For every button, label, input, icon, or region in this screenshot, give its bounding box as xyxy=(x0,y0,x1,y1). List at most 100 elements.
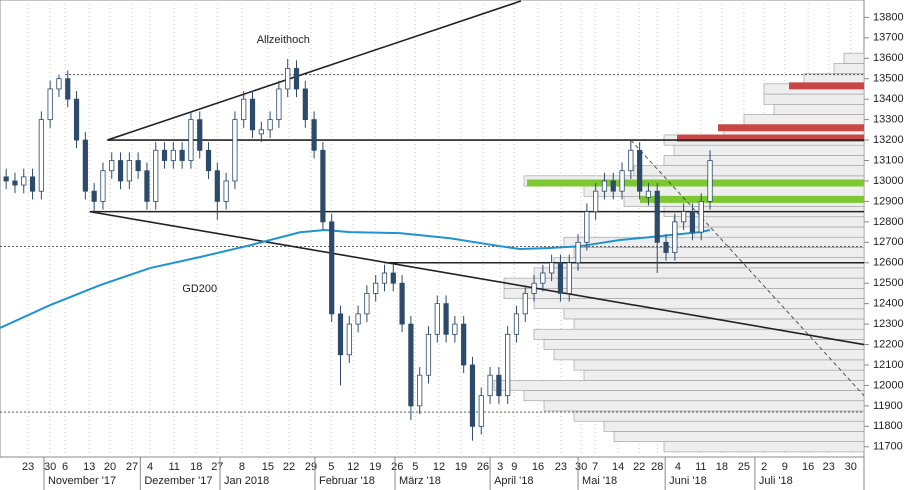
highlight-zone xyxy=(527,179,864,187)
x-tick-label: 5 xyxy=(328,461,334,473)
candle-body xyxy=(73,98,80,141)
x-tick-label: 8 xyxy=(239,461,245,473)
highlight-zone xyxy=(677,134,864,142)
candle-body xyxy=(381,272,388,284)
x-tick-label: 2 xyxy=(761,461,767,473)
x-tick-label: 22 xyxy=(283,461,295,473)
x-tick-label: 23 xyxy=(555,461,567,473)
candle-body xyxy=(698,201,704,233)
month-label: Dezember '17 xyxy=(144,475,212,487)
volume-profile-bar xyxy=(693,226,865,238)
candle-body xyxy=(197,119,203,151)
candle-body xyxy=(469,364,476,427)
candle-body xyxy=(126,160,132,182)
y-tick-label: 12100 xyxy=(873,359,904,371)
candle-body xyxy=(399,282,405,325)
x-tick-label: 25 xyxy=(738,461,750,473)
x-tick-label: 18 xyxy=(190,461,202,473)
candle-body xyxy=(461,323,467,366)
x-tick-label: 9 xyxy=(782,461,788,473)
x-tick-label: 29 xyxy=(305,461,317,473)
volume-profile-bar xyxy=(603,420,865,432)
volume-profile-bar xyxy=(663,155,865,166)
volume-profile-bar xyxy=(573,318,865,330)
x-tick-label: 22 xyxy=(633,461,645,473)
y-tick-label: 12200 xyxy=(873,338,904,350)
volume-profile-bar xyxy=(523,390,865,402)
y-tick-label: 11900 xyxy=(873,400,903,412)
annotation: Allzeithoch xyxy=(257,34,310,46)
candle-body xyxy=(232,119,238,182)
x-tick-label: 15 xyxy=(262,461,274,473)
candle-body xyxy=(390,272,396,284)
y-tick-label: 12000 xyxy=(873,379,904,391)
volume-profile-bar xyxy=(663,441,865,453)
volume-profile-bar xyxy=(563,308,865,320)
candle-body xyxy=(522,293,528,315)
candle-body xyxy=(285,68,291,90)
y-tick-label: 13400 xyxy=(873,93,904,105)
x-tick-label: 9 xyxy=(511,461,517,473)
candle-body xyxy=(293,68,300,90)
x-tick-label: 13 xyxy=(83,461,95,473)
candle-body xyxy=(593,190,599,213)
y-tick-label: 13500 xyxy=(873,73,904,85)
month-label: Juni '18 xyxy=(669,475,707,487)
moving-average-line xyxy=(0,229,711,329)
candle-body xyxy=(12,180,18,186)
x-tick-label: 18 xyxy=(716,461,728,473)
candle-body xyxy=(505,333,511,397)
candle-body xyxy=(337,313,344,356)
candle-body xyxy=(223,180,229,202)
candle-body xyxy=(267,119,273,131)
volume-profile-bar xyxy=(543,400,865,412)
volume-profile-bar xyxy=(763,93,865,105)
x-tick-label: 11 xyxy=(695,461,706,473)
candle-body xyxy=(373,282,379,294)
candle-body xyxy=(188,119,194,161)
x-tick-label: 27 xyxy=(211,461,223,473)
candle-body xyxy=(241,98,247,121)
candle-body xyxy=(205,149,212,172)
candle-body xyxy=(601,180,608,192)
trend-line xyxy=(107,0,522,141)
x-tick-label: 30 xyxy=(845,461,857,473)
candle-body xyxy=(434,303,440,335)
candle-body xyxy=(575,241,581,264)
volume-profile-bar xyxy=(743,114,865,126)
candle-body xyxy=(663,241,669,253)
x-tick-label: 3 xyxy=(497,461,503,473)
candle-body xyxy=(566,262,572,294)
highlight-zone xyxy=(789,82,864,90)
x-tick-label: 23 xyxy=(22,461,34,473)
volume-profile-bar xyxy=(533,267,865,279)
candle-body xyxy=(531,282,537,294)
volume-profile-bar xyxy=(613,431,865,442)
highlight-zone xyxy=(718,124,864,132)
candle-body xyxy=(355,313,361,325)
candle-body xyxy=(549,262,555,274)
y-tick-label: 13300 xyxy=(873,114,904,126)
candle-body xyxy=(214,170,220,202)
volume-profile-bar xyxy=(493,380,865,391)
x-tick-label: 27 xyxy=(126,461,138,473)
volume-profile-bar xyxy=(843,52,865,64)
y-tick-label: 12400 xyxy=(873,298,904,310)
candle-body xyxy=(91,190,97,202)
candle-body xyxy=(179,149,185,161)
y-tick-label: 12900 xyxy=(873,195,904,207)
candle-body xyxy=(29,176,36,192)
month-label: April '18 xyxy=(494,475,533,487)
candle-body xyxy=(645,190,652,198)
x-tick-label: 30 xyxy=(575,461,587,473)
candle-body xyxy=(21,176,27,186)
x-tick-label: 26 xyxy=(391,461,403,473)
candle-body xyxy=(707,160,713,202)
trend-line xyxy=(630,139,865,396)
candle-body xyxy=(408,323,414,407)
x-tick-label: 20 xyxy=(104,461,116,473)
candle-body xyxy=(681,211,687,223)
candle-body xyxy=(346,323,352,356)
